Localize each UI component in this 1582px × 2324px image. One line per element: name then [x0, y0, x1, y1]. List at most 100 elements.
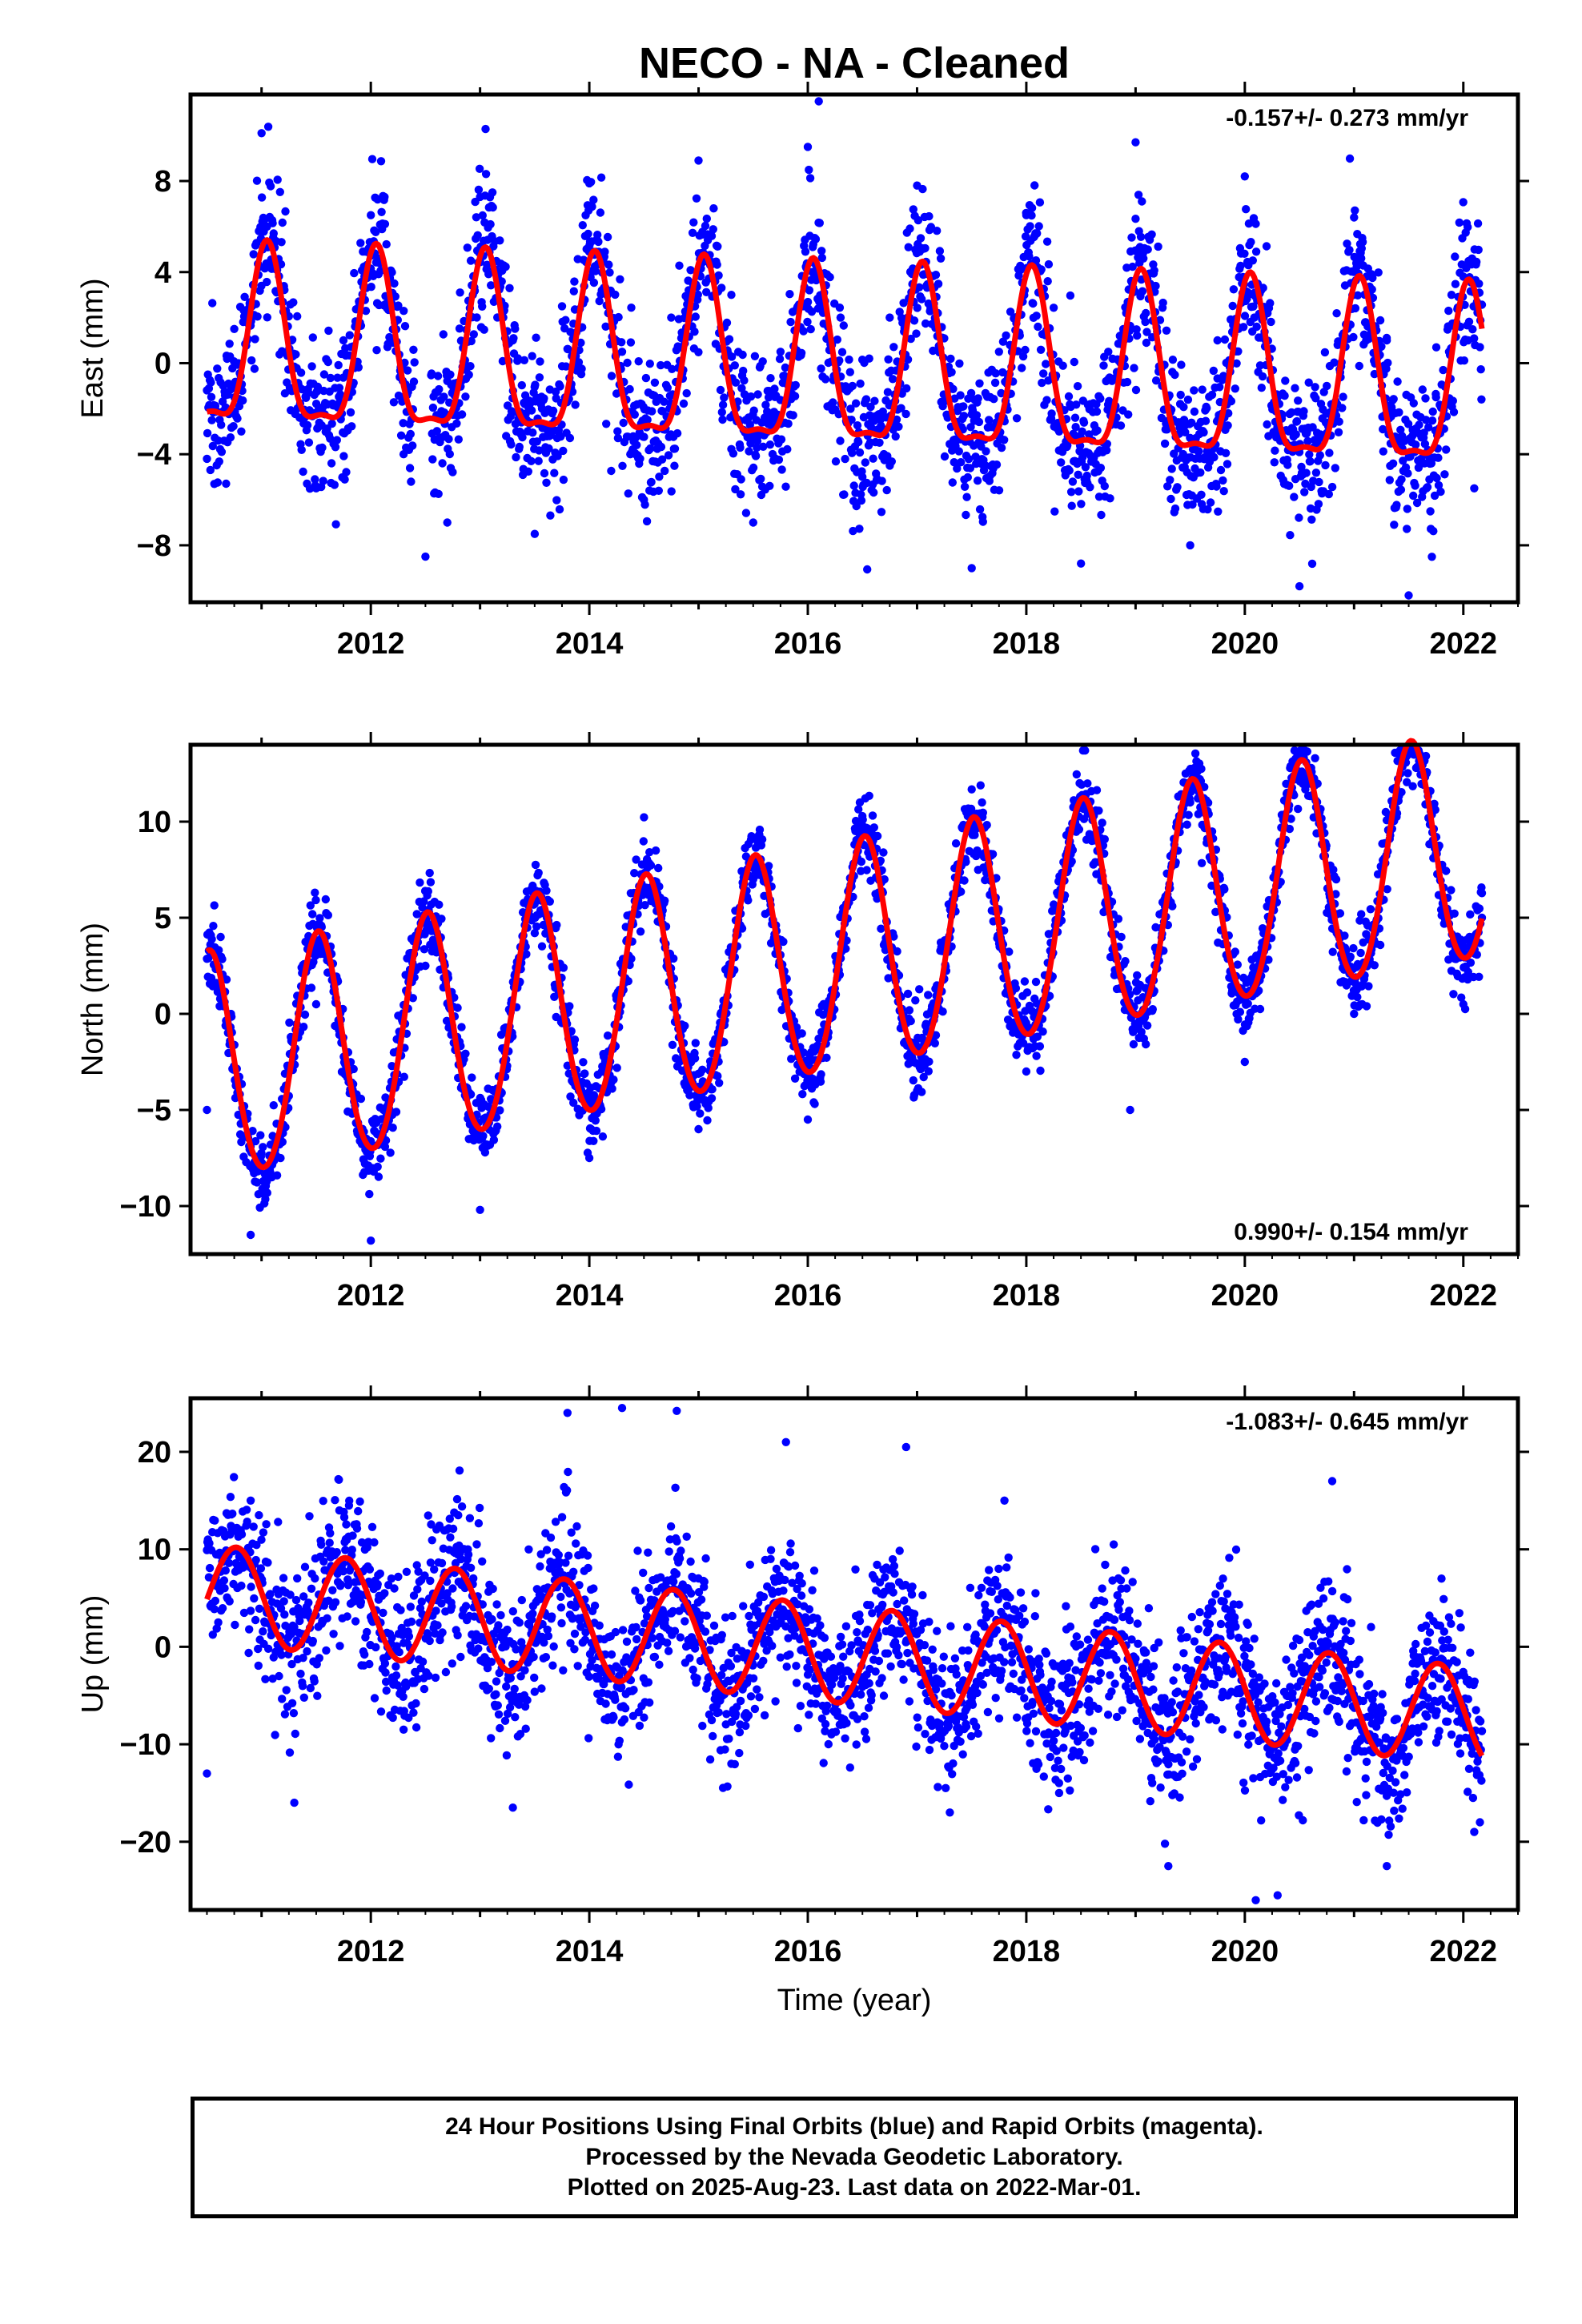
data-point — [289, 298, 298, 307]
data-point — [1334, 428, 1343, 436]
data-point — [466, 256, 476, 265]
data-point — [327, 419, 336, 428]
data-point — [263, 1188, 271, 1197]
data-point — [803, 317, 812, 327]
data-point — [925, 1057, 934, 1066]
data-point — [406, 429, 415, 439]
data-point — [475, 164, 484, 173]
data-point — [1081, 746, 1090, 755]
data-point — [1083, 779, 1092, 788]
data-point — [729, 449, 738, 458]
data-point — [654, 486, 663, 495]
data-point — [1168, 356, 1178, 364]
data-point — [740, 376, 749, 385]
data-point — [1032, 312, 1041, 320]
data-point — [757, 835, 767, 844]
data-point — [817, 364, 825, 373]
data-point — [479, 1132, 488, 1140]
data-point — [432, 427, 441, 436]
data-point — [716, 385, 725, 395]
data-point — [997, 444, 1006, 452]
y-tick-label: 4 — [155, 256, 171, 290]
data-point — [1002, 331, 1010, 340]
north-scatter-points — [203, 746, 1487, 1245]
data-point — [1324, 489, 1334, 499]
data-point — [607, 466, 616, 476]
data-point — [848, 381, 857, 391]
data-point — [1196, 468, 1205, 477]
data-point — [1383, 358, 1392, 368]
data-point — [456, 288, 464, 297]
data-point — [967, 564, 976, 573]
data-point — [1213, 336, 1222, 345]
data-point — [1219, 487, 1228, 496]
data-point — [1451, 279, 1460, 288]
data-point — [454, 435, 463, 444]
data-point — [278, 218, 287, 227]
data-point — [1270, 458, 1279, 467]
data-point — [1242, 205, 1251, 214]
data-point — [1299, 407, 1308, 416]
data-point — [542, 478, 551, 487]
data-point — [584, 179, 594, 188]
data-point — [1404, 591, 1413, 600]
data-point — [1294, 804, 1303, 814]
data-point — [623, 358, 632, 368]
data-point — [391, 1108, 401, 1116]
data-point — [799, 327, 808, 336]
data-point — [857, 496, 866, 505]
data-point — [713, 242, 722, 251]
data-point — [869, 454, 877, 463]
data-point — [891, 432, 900, 441]
data-point — [273, 175, 282, 184]
data-point — [766, 374, 775, 383]
data-point — [335, 384, 344, 392]
data-point — [905, 224, 914, 233]
data-point — [1374, 268, 1383, 277]
data-point — [512, 452, 520, 462]
data-point — [380, 192, 389, 202]
data-point — [951, 839, 961, 848]
data-point — [774, 455, 784, 464]
data-point — [263, 222, 271, 231]
x-tick-label: 2012 — [337, 627, 405, 661]
data-point — [650, 378, 660, 387]
data-point — [651, 846, 661, 855]
data-point — [346, 408, 355, 417]
data-point — [424, 887, 432, 896]
data-point — [696, 1109, 705, 1118]
data-point — [717, 283, 726, 292]
data-point — [1303, 747, 1312, 756]
data-point — [913, 181, 921, 190]
data-point — [946, 354, 955, 364]
data-point — [1464, 317, 1474, 326]
data-point — [608, 1084, 616, 1093]
data-point — [862, 866, 871, 875]
data-point — [263, 123, 273, 131]
data-point — [1036, 345, 1046, 354]
data-point — [905, 1006, 914, 1015]
data-point — [801, 247, 810, 256]
data-point — [1411, 440, 1420, 449]
data-point — [990, 395, 998, 404]
x-tick-label: 2020 — [1211, 627, 1279, 661]
data-point — [1070, 357, 1079, 367]
data-point — [367, 155, 377, 163]
data-point — [1403, 525, 1411, 533]
data-point — [1426, 507, 1435, 516]
data-point — [708, 1085, 717, 1094]
data-point — [1151, 281, 1160, 291]
data-point — [777, 465, 786, 474]
data-point — [1197, 490, 1206, 499]
data-point — [1427, 553, 1436, 561]
data-point — [861, 458, 870, 467]
data-point — [345, 331, 354, 340]
data-point — [775, 355, 785, 364]
data-point — [670, 461, 679, 470]
data-point — [994, 486, 1004, 495]
data-point — [1100, 481, 1110, 491]
data-point — [1170, 504, 1180, 513]
data-point — [1257, 384, 1267, 392]
data-point — [598, 1132, 608, 1141]
data-point — [913, 304, 921, 312]
